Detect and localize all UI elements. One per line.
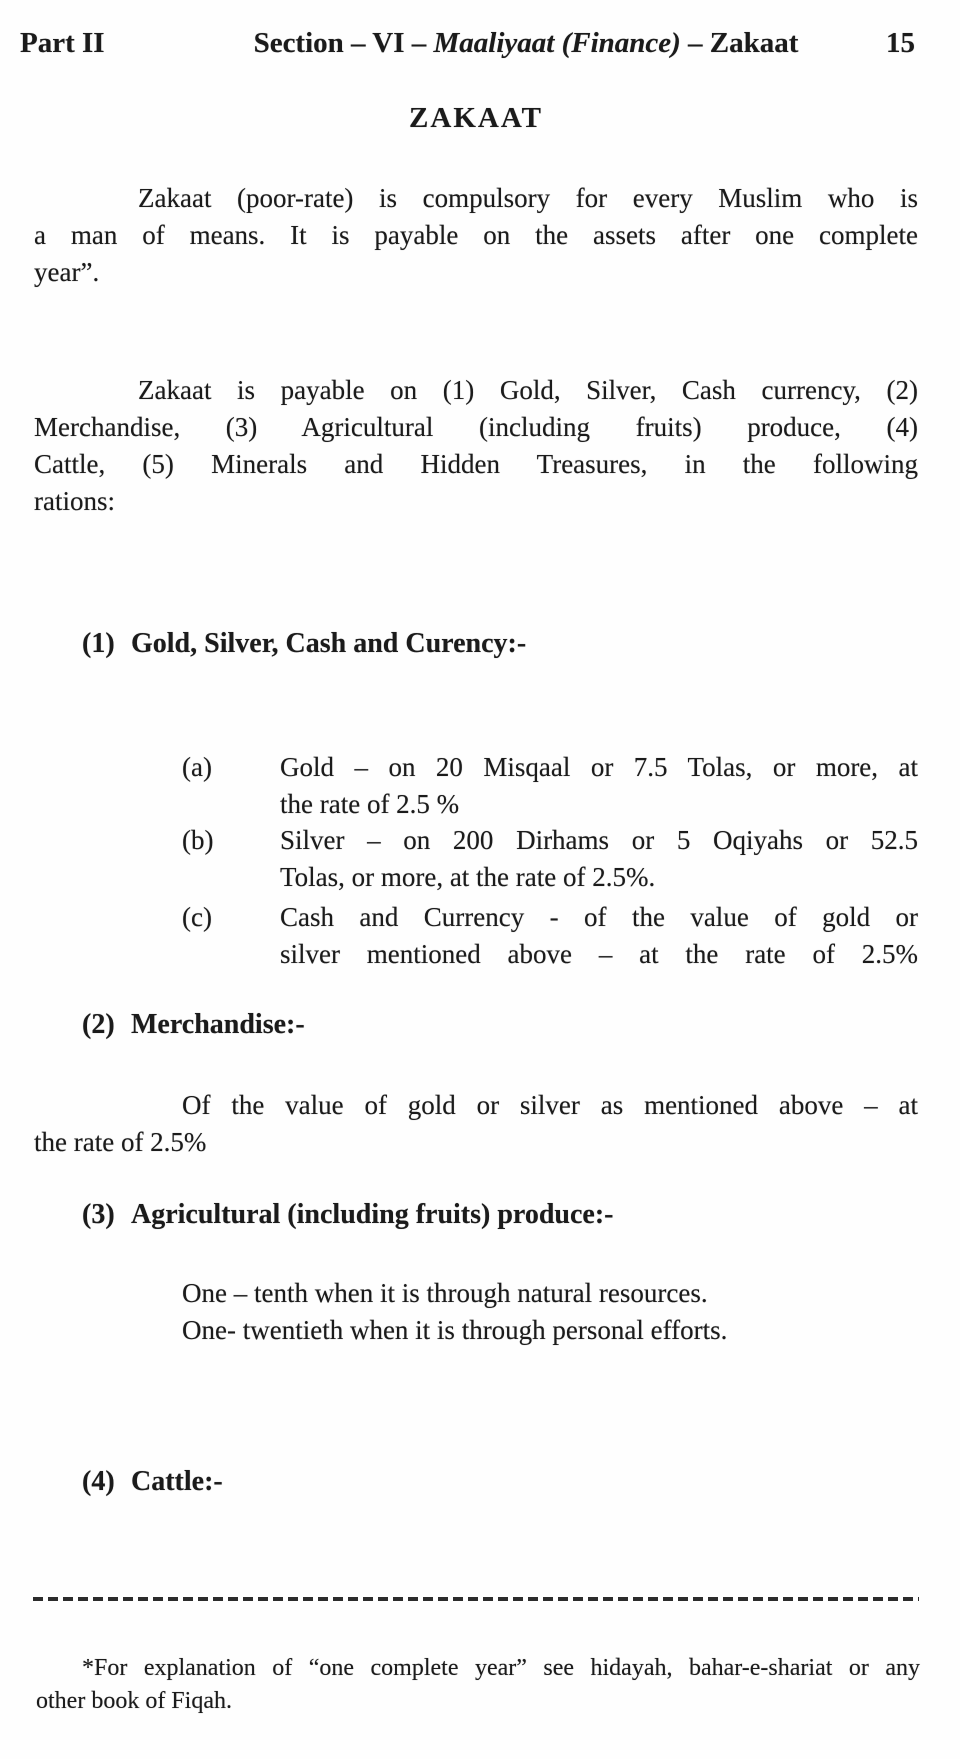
paragraph-line: year”.	[34, 257, 100, 287]
merchandise-paragraph: Of the value of gold or silver as mentio…	[34, 1087, 918, 1161]
paragraph-line: the rate of 2.5%	[34, 1127, 207, 1157]
footnote: *For explanation of “one complete year” …	[36, 1652, 920, 1718]
paragraph-line: Merchandise, (3) Agricultural (including…	[34, 412, 918, 442]
rate-line: One – tenth when it is through natural r…	[182, 1278, 708, 1308]
header-section-italic: Maaliyaat (Finance)	[433, 27, 681, 59]
paragraph-line: Cattle, (5) Minerals and Hidden Treasure…	[34, 449, 918, 479]
section-number: (2)	[82, 1009, 115, 1040]
list-item-label: (b)	[182, 825, 214, 855]
header-section-title: Section – VI – Maaliyaat (Finance) – Zak…	[92, 27, 960, 60]
page-title: ZAKAAT	[409, 102, 543, 134]
footnote-line: other book of Fiqah.	[36, 1688, 232, 1714]
rate-line: One- twentieth when it is through person…	[182, 1315, 728, 1345]
section-number: (3)	[82, 1199, 115, 1230]
list-item-line: silver mentioned above – at the rate of …	[280, 939, 918, 969]
section-2-heading: (2) Merchandise:-	[82, 1008, 305, 1042]
section-heading-text: Cattle:-	[131, 1466, 223, 1497]
section-number: (4)	[82, 1466, 115, 1497]
paragraph-line: Of the value of gold or silver as mentio…	[182, 1090, 918, 1120]
footnote-line: *For explanation of “one complete year” …	[82, 1655, 920, 1681]
section-3-heading: (3) Agricultural (including fruits) produ…	[82, 1198, 613, 1232]
footnote-divider	[33, 1597, 919, 1601]
list-item-line: Silver – on 200 Dirhams or 5 Oqiyahs or …	[280, 825, 918, 855]
section-heading-text: Gold, Silver, Cash and Curency:-	[131, 628, 527, 659]
header-section-suffix: – Zakaat	[680, 27, 799, 59]
list-item-label: (a)	[182, 752, 212, 782]
list-item-line: Gold – on 20 Misqaal or 7.5 Tolas, or mo…	[280, 752, 918, 782]
list-item-label: (c)	[182, 902, 212, 932]
header-page-number: 15	[886, 27, 915, 59]
paragraph-line: Zakaat (poor-rate) is compulsory for eve…	[138, 183, 918, 213]
header-section-prefix: Section – VI –	[253, 27, 434, 59]
paragraph-line: a man of means. It is payable on the ass…	[34, 220, 918, 250]
intro-paragraph: Zakaat (poor-rate) is compulsory for eve…	[34, 180, 918, 291]
section-heading-text: Merchandise:-	[131, 1009, 305, 1040]
list-item-line: the rate of 2.5 %	[280, 789, 460, 819]
header-part-label: Part II	[20, 27, 105, 59]
paragraph-line: rations:	[34, 486, 115, 516]
payable-paragraph: Zakaat is payable on (1) Gold, Silver, C…	[34, 372, 918, 520]
section-4-heading: (4) Cattle:-	[82, 1465, 223, 1499]
list-item-line: Tolas, or more, at the rate of 2.5%.	[280, 862, 656, 892]
list-item-line: Cash and Currency - of the value of gold…	[280, 902, 918, 932]
agriculture-rates: One – tenth when it is through natural r…	[182, 1275, 882, 1349]
paragraph-line: Zakaat is payable on (1) Gold, Silver, C…	[138, 375, 918, 405]
section-heading-text: Agricultural (including fruits) produce:…	[131, 1199, 614, 1230]
section-1-heading: (1) Gold, Silver, Cash and Curency:-	[82, 627, 526, 661]
section-number: (1)	[82, 628, 115, 659]
